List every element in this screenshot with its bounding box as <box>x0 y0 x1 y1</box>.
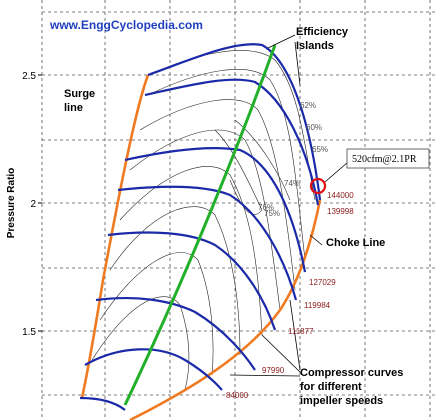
efficiency-curves <box>91 50 316 391</box>
speed-label: 144000 <box>327 191 354 200</box>
efficiency-label: 74% <box>284 179 300 188</box>
speed-label: 97990 <box>262 366 285 375</box>
peak-efficiency-line <box>123 44 277 406</box>
speed-label: 139998 <box>327 207 354 216</box>
callout-box <box>346 148 430 169</box>
compressor-note: for different <box>300 381 362 393</box>
efficiency-label: 76% <box>258 203 274 212</box>
operating-point <box>309 177 327 195</box>
speed-label: 119984 <box>304 301 331 310</box>
grid <box>41 0 437 420</box>
operating-point-label: 520cfm@2.1PR <box>352 154 417 165</box>
speed-curves <box>79 43 322 411</box>
compressor-note: Compressor curves <box>300 367 403 379</box>
choke-line <box>129 199 322 420</box>
speed-label: 127029 <box>309 278 336 287</box>
efficiency-label: 60% <box>306 123 322 132</box>
y-tick-label: 2.5 <box>22 71 36 82</box>
efficiency-label: 75% <box>264 209 280 218</box>
efficiency-note: Efficiency <box>296 26 349 38</box>
website: www.EnggCyclopedia.com <box>49 18 203 32</box>
pointer-lines <box>229 34 349 377</box>
efficiency-note: Islands <box>296 40 334 52</box>
surge-note: Surge <box>64 88 95 100</box>
compressor-note: impeller speeds <box>300 395 383 407</box>
y-axis-label: Pressure Ratio <box>6 168 17 239</box>
efficiency-label: 62% <box>300 101 316 110</box>
y-tick-label: 1.5 <box>22 327 36 338</box>
choke-note: Choke Line <box>326 237 385 249</box>
y-tick-label: 2 <box>30 199 36 210</box>
speed-label: 111877 <box>288 327 314 336</box>
surge-note: line <box>64 102 83 114</box>
efficiency-label: 65% <box>312 145 328 154</box>
speed-label: 84000 <box>226 391 249 400</box>
